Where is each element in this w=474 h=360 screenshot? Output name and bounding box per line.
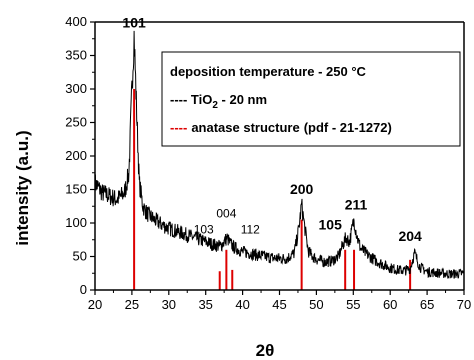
peak-label-101: 101: [122, 14, 146, 30]
peak-label-004: 004: [216, 207, 236, 221]
legend-line-1: deposition temperature - 250 °C: [170, 64, 367, 79]
x-tick-label: 60: [383, 297, 397, 312]
x-tick-label: 70: [457, 297, 471, 312]
legend-line-2-prefix: ---- TiO: [170, 92, 212, 107]
y-axis-title: intensity (a.u.): [13, 130, 32, 245]
peak-label-200: 200: [290, 181, 314, 197]
axes-layer: [94, 21, 465, 291]
legend-line-3-paren: (pdf - 21-1272): [304, 120, 392, 135]
series-layer: [94, 30, 465, 280]
x-tick-label: 45: [272, 297, 286, 312]
y-tick-label: 300: [65, 81, 87, 96]
x-tick-label: 40: [235, 297, 249, 312]
x-tick-label: 50: [309, 297, 323, 312]
legend-box: [161, 51, 461, 147]
peak-label-112: 112: [241, 223, 260, 237]
x-tick-label: 30: [162, 297, 176, 312]
y-tick-label: 0: [80, 282, 87, 297]
reference-lines-layer: [133, 89, 412, 290]
y-tick-label: 400: [65, 14, 87, 29]
x-tick-label: 20: [88, 297, 102, 312]
legend-line-3-text: anatase structure: [191, 120, 299, 135]
peak-label-103: 103: [194, 223, 214, 237]
x-tick-label: 25: [125, 297, 139, 312]
series-line: [94, 30, 465, 280]
x-axis-title: 2θ: [256, 341, 275, 360]
y-tick-label: 350: [65, 48, 87, 63]
legend: deposition temperature - 250 °C ---- TiO…: [161, 51, 461, 147]
tick-layer: 20 25 30 35 40 45 50 55 60 65 70 0 50 100 150 200 250 300…: [65, 14, 471, 312]
peak-label-211: 211: [345, 197, 368, 213]
legend-line-2-sub: 2: [212, 100, 218, 111]
legend-line-2: ---- TiO2 - 20 nm: [170, 92, 267, 111]
x-tick-label: 55: [346, 297, 360, 312]
x-tick-label: 65: [420, 297, 434, 312]
x-tick-label: 35: [198, 297, 212, 312]
legend-line-3: ---- anatase structure (pdf - 21-1272): [170, 120, 392, 135]
y-tick-label: 250: [65, 115, 87, 130]
y-tick-label: 100: [65, 215, 87, 230]
legend-line-2-suffix: - 20 nm: [218, 92, 267, 107]
peak-label-204: 204: [398, 228, 422, 244]
y-tick-label: 50: [73, 249, 87, 264]
legend-line-3-dash: ----: [170, 120, 187, 135]
peak-label-105: 105: [319, 217, 343, 233]
y-tick-label: 200: [65, 148, 87, 163]
y-tick-label: 150: [65, 182, 87, 197]
